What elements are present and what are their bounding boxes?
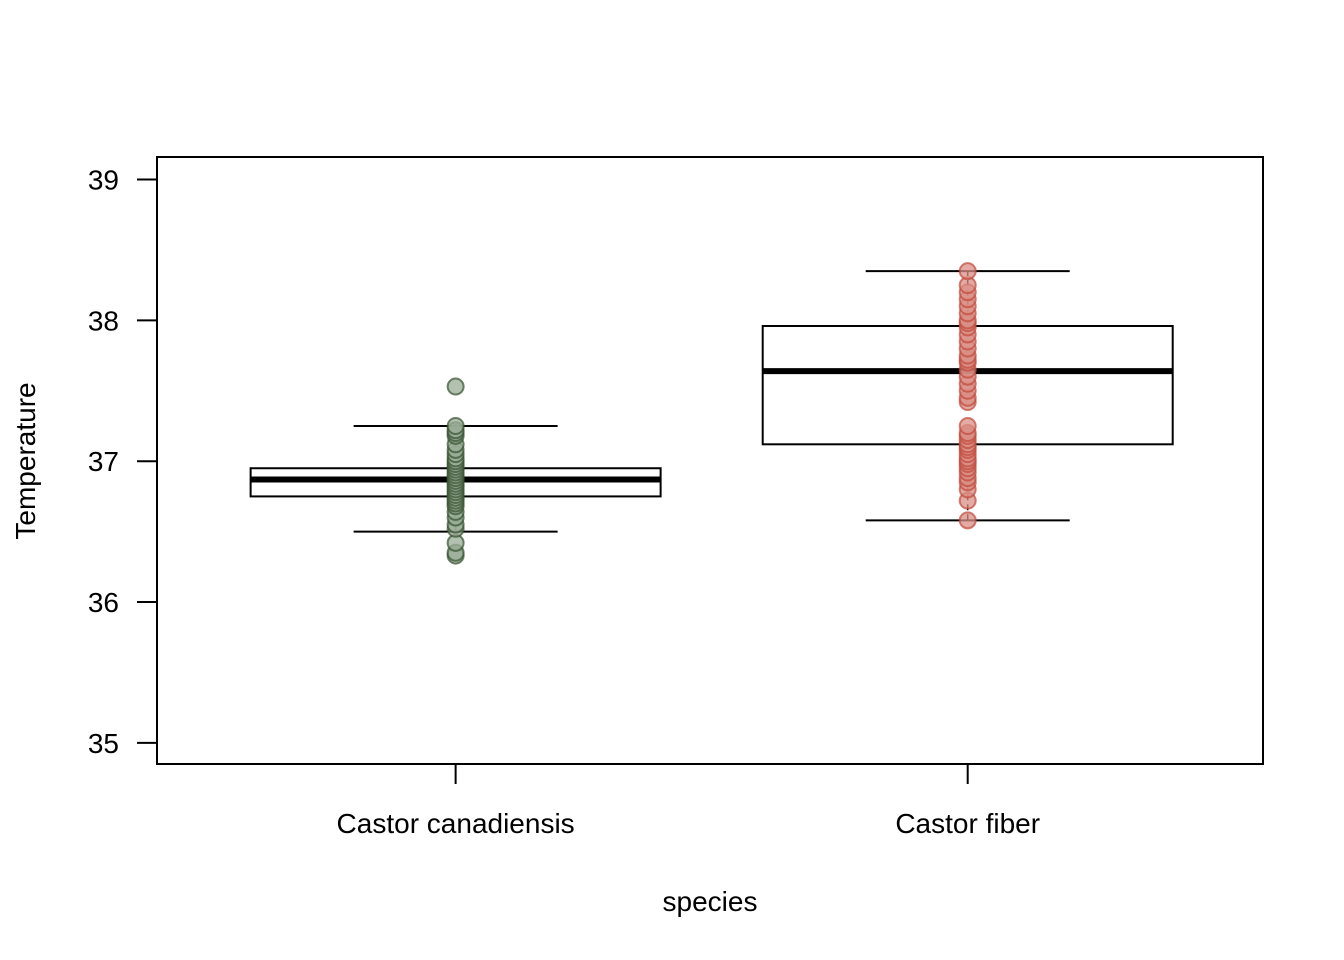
x-tick-label: Castor canadiensis [337, 808, 575, 839]
y-tick-label: 35 [88, 728, 119, 759]
y-tick-label: 38 [88, 305, 119, 336]
data-point [446, 416, 465, 435]
y-tick-label: 39 [88, 165, 119, 196]
box-group [761, 262, 1174, 530]
x-axis-title: species [663, 886, 758, 917]
data-point [446, 377, 465, 396]
y-tick-label: 37 [88, 446, 119, 477]
data-point [958, 416, 977, 435]
data-point [958, 262, 977, 281]
box-group [249, 377, 662, 565]
x-tick-label: Castor fiber [895, 808, 1040, 839]
y-axis-title: Temperature [10, 382, 41, 539]
plot-layer [249, 262, 1174, 565]
y-tick-label: 36 [88, 587, 119, 618]
axis-layer: 35 36 37 38 39 Castor canadiensis Castor fiber [88, 156, 1264, 839]
data-point [958, 511, 977, 530]
